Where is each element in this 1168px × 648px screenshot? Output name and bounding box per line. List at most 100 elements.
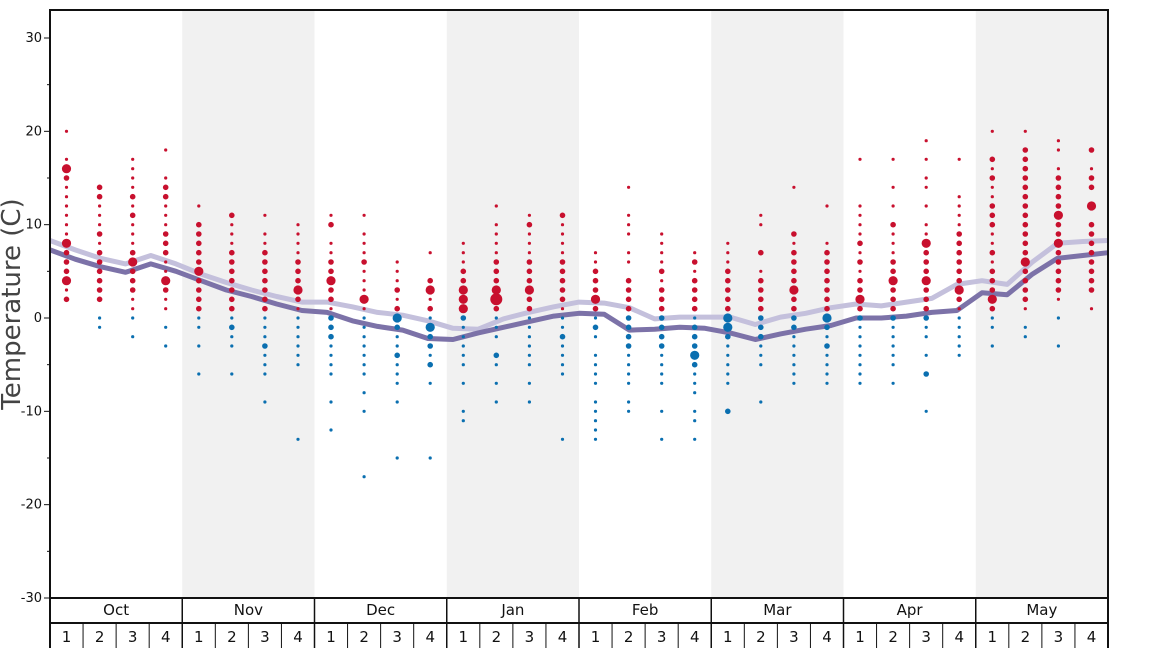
warm-point [559, 212, 566, 219]
warm-point [1053, 210, 1063, 220]
week-label: 3 [657, 628, 667, 646]
warm-point [458, 304, 468, 314]
cold-point [890, 315, 896, 321]
warm-point [693, 251, 697, 255]
warm-point [691, 277, 698, 284]
warm-point [194, 266, 204, 276]
cold-point [329, 372, 333, 376]
week-label: 2 [359, 628, 369, 646]
warm-point [890, 268, 896, 275]
month-band-mar [711, 10, 844, 598]
warm-point [164, 307, 168, 311]
warm-point [1022, 296, 1029, 303]
temperature-points [61, 129, 1097, 479]
warm-point [791, 231, 797, 237]
warm-point [296, 251, 300, 255]
warm-point [1088, 259, 1095, 265]
warm-point [196, 249, 202, 256]
warm-point [1022, 203, 1029, 209]
cold-point [891, 335, 895, 339]
warm-point [526, 259, 533, 265]
warm-point [891, 232, 895, 236]
warm-point [725, 277, 731, 284]
week-label: 2 [1021, 628, 1031, 646]
warm-point [526, 268, 533, 275]
warm-point [263, 232, 267, 236]
warm-point [329, 251, 333, 255]
cold-point [891, 325, 895, 329]
cold-point [627, 363, 631, 367]
warm-point [427, 305, 434, 312]
cold-point [726, 363, 730, 367]
cold-point [164, 325, 168, 329]
warm-point [824, 268, 830, 275]
cold-point [625, 324, 632, 331]
warm-point [96, 296, 103, 303]
warm-point [296, 241, 300, 245]
y-tick-label: 20 [25, 124, 42, 139]
cold-point [329, 344, 333, 348]
warm-point [395, 297, 399, 301]
warm-point [956, 231, 962, 237]
cold-point [660, 353, 664, 357]
cold-point [725, 333, 731, 340]
cold-point [296, 344, 300, 348]
warm-point [1056, 139, 1060, 143]
cold-point [494, 400, 498, 404]
cold-point [792, 344, 796, 348]
warm-point [61, 276, 72, 286]
warm-point [526, 305, 533, 312]
cold-point [527, 353, 532, 357]
cold-point [660, 372, 664, 376]
cold-point [527, 400, 532, 404]
warm-point [64, 129, 69, 133]
warm-point [956, 249, 962, 256]
week-label: 3 [789, 628, 799, 646]
cold-point [461, 325, 465, 329]
warm-point [758, 296, 764, 303]
y-tick-label: -30 [21, 591, 42, 606]
warm-point [164, 297, 168, 301]
warm-point [1023, 129, 1027, 133]
cold-point [296, 363, 300, 367]
cold-point [990, 325, 994, 329]
week-label: 4 [293, 628, 303, 646]
warm-point [1055, 193, 1062, 200]
warm-point [1053, 238, 1063, 248]
warm-point [989, 203, 996, 209]
warm-point [96, 249, 103, 256]
cold-point [560, 363, 565, 367]
warm-point [164, 213, 168, 217]
warm-point [296, 232, 300, 236]
warm-point [1055, 259, 1062, 265]
cold-point [627, 409, 631, 413]
warm-point [262, 259, 268, 265]
cold-point [726, 353, 730, 357]
warm-point [627, 232, 631, 236]
warm-point [858, 157, 862, 161]
cold-point [395, 335, 399, 339]
warm-point [824, 296, 830, 303]
cold-point [627, 372, 631, 376]
cold-point [660, 409, 664, 413]
warm-point [490, 293, 503, 306]
cold-point [230, 335, 234, 339]
cold-point [362, 316, 366, 320]
warm-point [691, 305, 698, 312]
cold-point [395, 381, 399, 385]
cold-point [990, 316, 994, 320]
month-label-nov: Nov [234, 601, 263, 619]
cold-point [328, 333, 334, 340]
cold-point [824, 324, 830, 331]
cold-point [923, 371, 929, 377]
warm-point [1023, 307, 1027, 311]
warm-point [924, 232, 928, 236]
cold-point [693, 372, 697, 376]
warm-point [362, 241, 366, 245]
warm-point [592, 305, 599, 312]
warm-point [560, 241, 565, 245]
warm-point [693, 269, 697, 273]
cold-point [263, 353, 267, 357]
cold-point [362, 372, 366, 376]
cold-point [395, 344, 399, 348]
